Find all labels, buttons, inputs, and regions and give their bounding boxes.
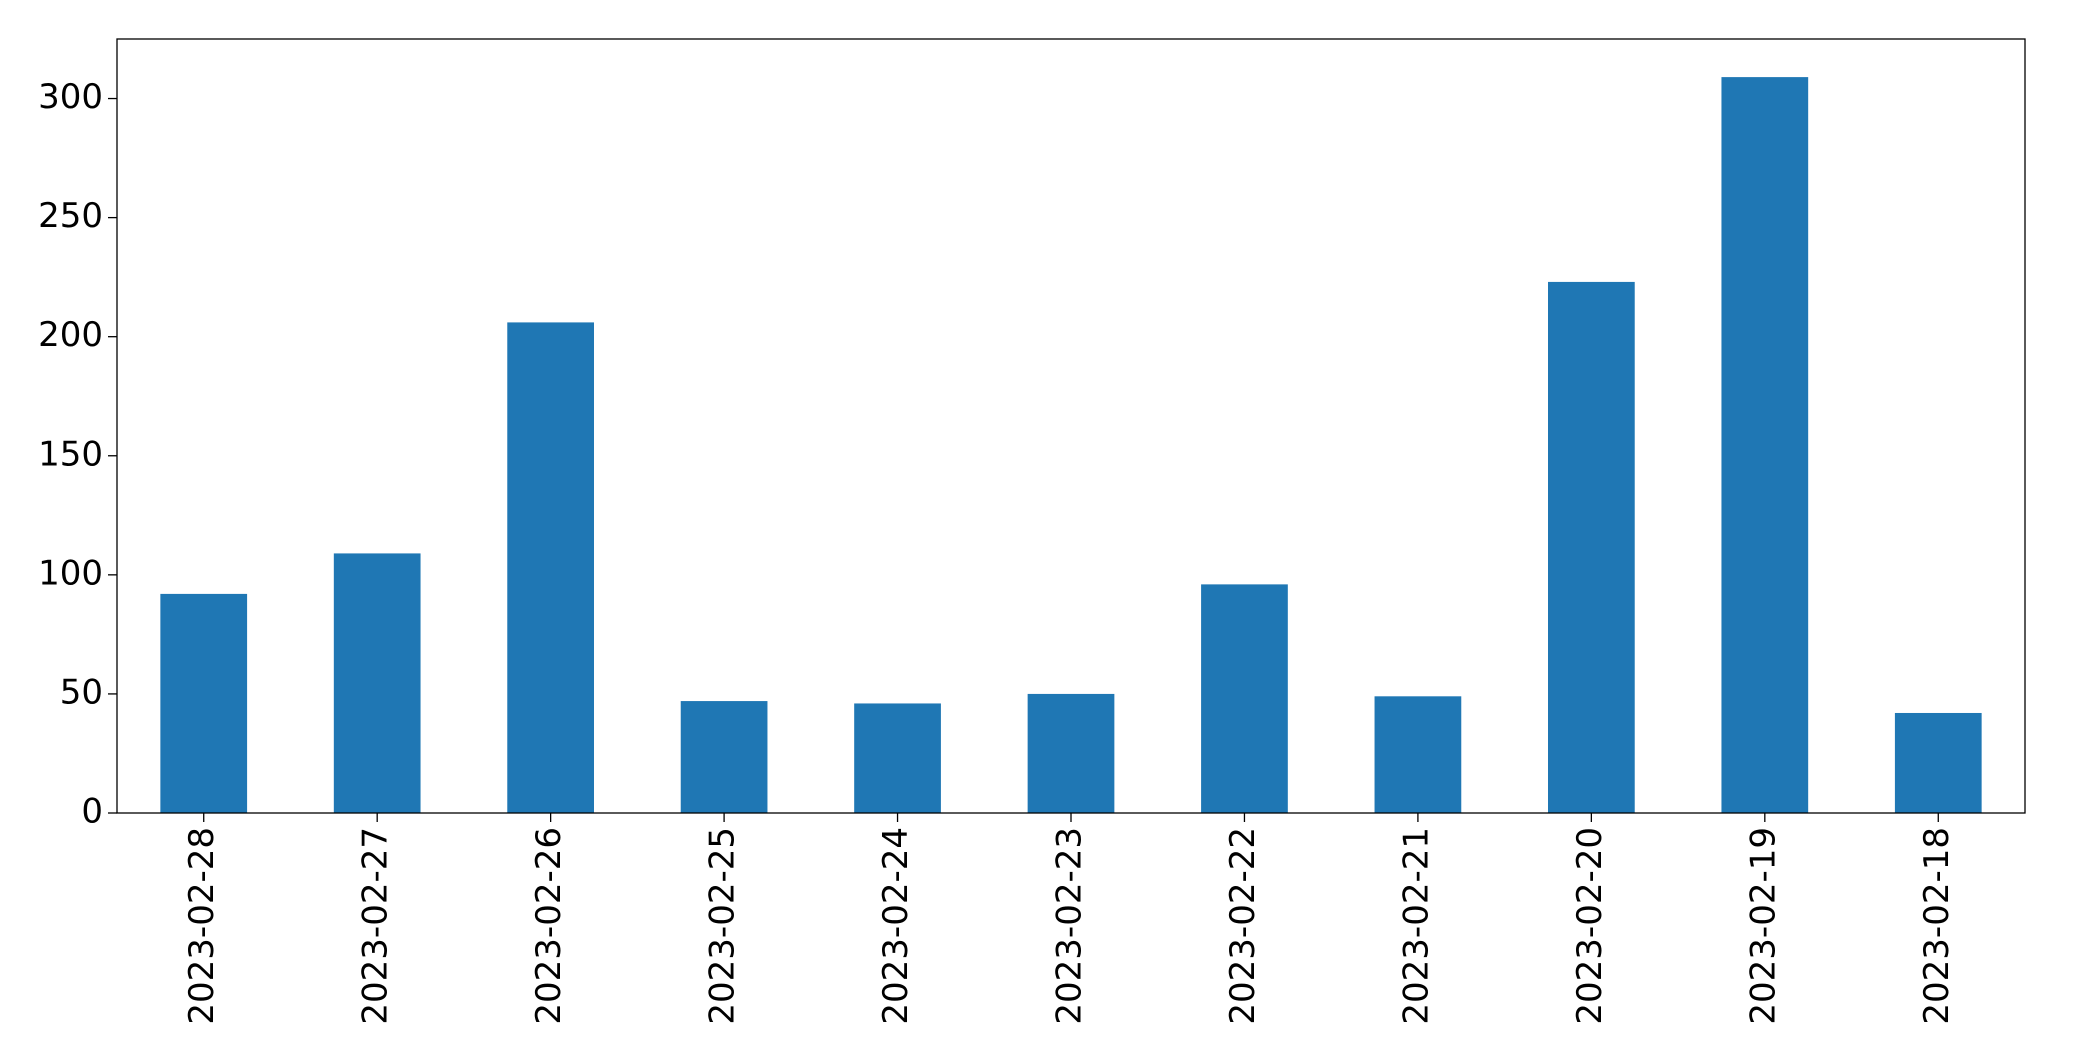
bar <box>1721 77 1809 813</box>
bar <box>1027 693 1115 813</box>
x-tick-label: 2023-02-21 <box>1396 827 1436 1025</box>
x-tick-label: 2023-02-25 <box>703 827 743 1025</box>
x-tick-label: 2023-02-18 <box>1917 827 1957 1025</box>
bar <box>160 593 248 813</box>
bar <box>1894 712 1982 813</box>
y-tick-label: 200 <box>38 315 103 355</box>
x-tick-label: 2023-02-20 <box>1570 827 1610 1025</box>
x-tick-label: 2023-02-28 <box>182 827 222 1025</box>
x-tick-label: 2023-02-19 <box>1743 827 1783 1025</box>
x-tick-label: 2023-02-22 <box>1223 827 1263 1025</box>
y-tick-label: 0 <box>81 792 103 832</box>
x-tick-label: 2023-02-23 <box>1050 827 1090 1025</box>
x-tick-label: 2023-02-27 <box>356 827 396 1025</box>
y-tick-label: 150 <box>38 434 103 474</box>
bar <box>854 703 941 813</box>
bar <box>507 322 594 813</box>
y-tick-label: 50 <box>60 672 103 712</box>
y-tick-label: 250 <box>38 196 103 236</box>
x-tick-label: 2023-02-24 <box>876 827 916 1025</box>
y-tick-label: 300 <box>38 77 103 117</box>
bar <box>680 701 768 813</box>
bar <box>1548 281 1635 813</box>
y-tick-label: 100 <box>38 553 103 593</box>
bar <box>333 553 421 813</box>
bar <box>1201 584 1288 813</box>
plot-frame <box>116 38 2026 814</box>
x-tick-label: 2023-02-26 <box>529 827 569 1025</box>
bar <box>1374 696 1462 813</box>
